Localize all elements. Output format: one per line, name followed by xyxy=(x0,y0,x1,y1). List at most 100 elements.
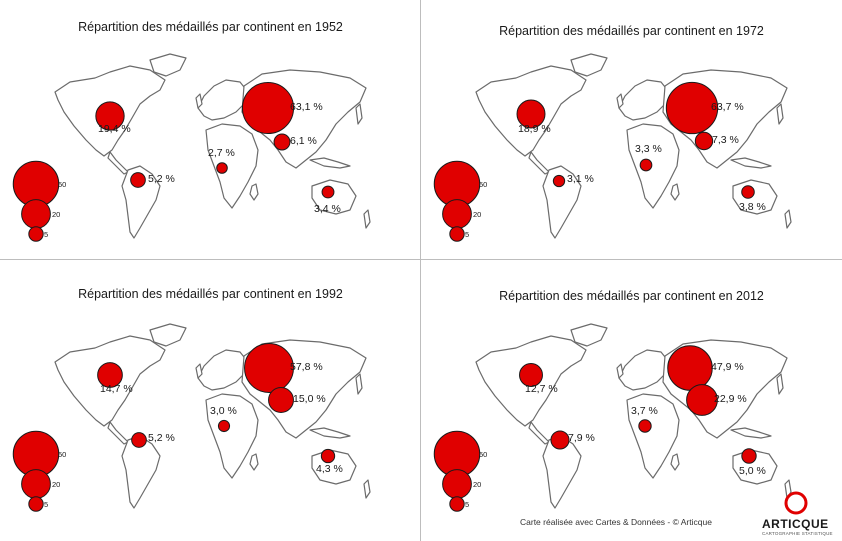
legend-label: 20 xyxy=(473,480,481,489)
bubble-africa xyxy=(217,419,231,433)
world-map: 12,7 % 7,9 % 47,9 % 3,7 % 22,9 % 5,0 % 50 20 5 xyxy=(433,323,792,512)
landmass-uk xyxy=(616,93,624,109)
legend-bubble xyxy=(449,496,465,512)
legend-bubble xyxy=(442,199,472,229)
value-label-europe: 47,9 % xyxy=(711,361,744,373)
value-label-south-america: 5,2 % xyxy=(148,432,175,444)
landmass-new-zealand xyxy=(363,209,371,229)
value-label-north-america: 19,4 % xyxy=(98,123,131,135)
landmass-south-america xyxy=(542,435,582,509)
landmass-south-america xyxy=(542,165,582,239)
value-label-africa: 2,7 % xyxy=(208,147,235,159)
landmass-new-zealand xyxy=(784,209,792,229)
legend-label: 20 xyxy=(473,210,481,219)
legend-label: 20 xyxy=(52,480,60,489)
map-panel: Répartition des médaillés par continent … xyxy=(0,0,421,270)
bubble-north-america xyxy=(97,362,123,388)
landmass-africa xyxy=(626,123,680,209)
landmass-japan xyxy=(355,373,363,395)
landmass-indonesia xyxy=(730,427,772,439)
value-label-north-america: 18,9 % xyxy=(518,123,551,135)
landmass-indonesia xyxy=(730,157,772,169)
landmass-africa xyxy=(205,123,259,209)
bubble-south-america xyxy=(130,172,146,188)
landmass-greenland xyxy=(149,323,187,347)
world-map: 18,9 % 3,1 % 63,7 % 3,3 % 7,3 % 3,8 % 50 20 5 xyxy=(433,53,792,242)
bubble-asia xyxy=(268,387,294,413)
bubble-africa xyxy=(639,158,653,172)
world-map: 19,4 % 5,2 % 63,1 % 2,7 % 6,1 % 3,4 % 50 20 5 xyxy=(12,53,371,242)
legend-label: 20 xyxy=(52,210,60,219)
bubble-europe xyxy=(665,81,719,135)
landmass-madagascar xyxy=(249,183,259,201)
landmass-madagascar xyxy=(249,453,259,471)
horizontal-divider xyxy=(0,259,842,260)
bubble-north-america xyxy=(516,99,546,129)
brand-name: ARTICQUE xyxy=(762,517,829,531)
bubble-south-america xyxy=(550,430,570,450)
value-label-europe: 57,8 % xyxy=(290,361,323,373)
value-label-south-america: 7,9 % xyxy=(568,432,595,444)
landmass-europe xyxy=(197,79,249,121)
legend-label: 5 xyxy=(465,230,469,239)
landmass-greenland xyxy=(570,323,608,347)
value-label-africa: 3,7 % xyxy=(631,405,658,417)
world-map: 14,7 % 5,2 % 57,8 % 3,0 % 15,0 % 4,3 % 50 20 5 xyxy=(12,323,371,512)
bubble-oceania xyxy=(321,185,335,199)
value-label-asia: 7,3 % xyxy=(712,134,739,146)
value-label-oceania: 4,3 % xyxy=(316,463,343,475)
bubble-asia xyxy=(694,131,714,151)
value-label-south-america: 3,1 % xyxy=(567,173,594,185)
landmass-greenland xyxy=(149,53,187,77)
map-panel: Répartition des médaillés par continent … xyxy=(0,270,421,540)
credit-text: Carte réalisée avec Cartes & Données - ©… xyxy=(520,517,712,527)
map-panel: Répartition des médaillés par continent … xyxy=(421,0,842,270)
bubble-oceania xyxy=(320,448,336,464)
bubble-south-america xyxy=(131,432,147,448)
bubble-africa xyxy=(638,419,652,433)
articque-logo xyxy=(784,491,808,515)
compass-icon xyxy=(784,491,808,515)
value-label-south-america: 5,2 % xyxy=(148,173,175,185)
landmass-uk xyxy=(195,93,203,109)
legend-label: 5 xyxy=(44,230,48,239)
value-label-asia: 6,1 % xyxy=(290,135,317,147)
vertical-divider xyxy=(420,0,421,541)
bubble-africa xyxy=(216,162,228,174)
legend-label: 5 xyxy=(44,500,48,509)
value-label-africa: 3,3 % xyxy=(635,143,662,155)
value-label-oceania: 3,8 % xyxy=(739,201,766,213)
bubble-oceania xyxy=(741,448,757,464)
value-label-africa: 3,0 % xyxy=(210,405,237,417)
landmass-madagascar xyxy=(670,183,680,201)
landmass-europe xyxy=(618,349,670,391)
legend-bubble xyxy=(449,226,465,242)
landmass-new-zealand xyxy=(363,479,371,499)
value-label-asia: 22,9 % xyxy=(714,393,747,405)
map-title: Répartition des médaillés par continent … xyxy=(78,287,343,301)
bubble-south-america xyxy=(552,174,566,188)
bubble-oceania xyxy=(741,185,755,199)
legend-bubble xyxy=(21,469,51,499)
landmass-europe xyxy=(618,79,670,121)
legend-bubble xyxy=(28,496,44,512)
map-title: Répartition des médaillés par continent … xyxy=(78,20,343,34)
landmass-africa xyxy=(205,393,259,479)
legend-bubble xyxy=(28,226,44,242)
landmass-central-america xyxy=(528,151,550,175)
landmass-europe xyxy=(197,349,249,391)
landmass-japan xyxy=(776,373,784,395)
landmass-indonesia xyxy=(309,427,351,439)
landmass-madagascar xyxy=(670,453,680,471)
map-title: Répartition des médaillés par continent … xyxy=(499,24,764,38)
value-label-north-america: 12,7 % xyxy=(525,383,558,395)
landmass-africa xyxy=(626,393,680,479)
value-label-north-america: 14,7 % xyxy=(100,383,133,395)
legend-label: 50 xyxy=(58,180,66,189)
legend-label: 50 xyxy=(479,450,487,459)
legend-label: 5 xyxy=(465,500,469,509)
bubble-asia xyxy=(273,133,291,151)
value-label-europe: 63,1 % xyxy=(290,101,323,113)
landmass-uk xyxy=(616,363,624,379)
legend-bubble xyxy=(21,199,51,229)
